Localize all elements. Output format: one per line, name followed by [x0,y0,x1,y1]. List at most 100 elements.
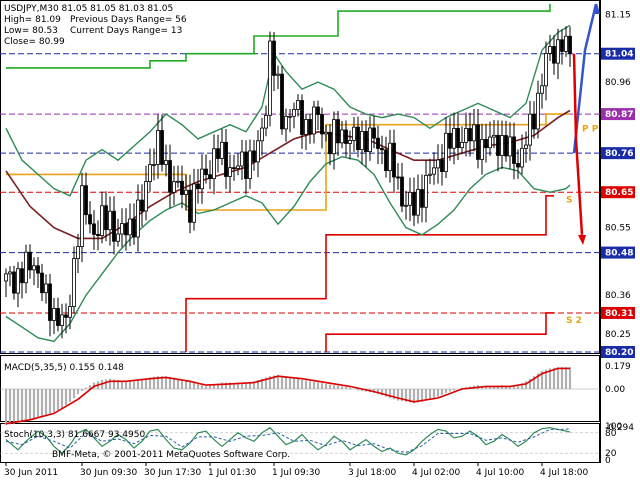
candle-body [516,163,520,168]
time-axis-label: 4 Jul 02:00 [412,468,461,478]
time-axis-label: 1 Jul 09:30 [272,468,321,478]
stochastic-layer [0,426,600,456]
candle-body [88,214,92,225]
candle-body [308,119,312,135]
candle-body [228,167,232,177]
candle-body [452,128,456,149]
time-axis-label: 30 Jun 09:30 [80,468,137,478]
candle-body [428,173,432,176]
candle-body [544,53,548,87]
main-chart-panel[interactable] [0,0,600,354]
candle-body [164,160,168,165]
candle-body [560,39,564,52]
candle-body [160,130,164,165]
candle-body [408,191,412,206]
candle-body [504,135,508,157]
info-close: Close= 80.99 [4,37,65,47]
candle-body [84,185,88,216]
price-tag-label: 80.65 [605,188,633,198]
forecast-down-arrowhead [578,235,586,245]
candle-body [472,124,476,142]
candle-body [532,113,536,130]
candle-body [416,189,420,216]
candle-body [76,246,80,259]
candle-body [212,148,216,179]
copyright-text: BMF-Meta, © 2001-2011 MetaQuotes Softwar… [52,450,290,460]
candle-body [520,147,524,168]
candle-body [432,167,436,175]
candle-body [64,314,68,318]
candle-body [176,180,180,183]
price-tag-label: 81.04 [605,50,633,60]
candle-body [352,126,356,141]
stochastic-panel[interactable] [0,423,600,463]
candle-body [492,134,496,138]
candle-body [180,180,184,195]
candle-body [44,283,48,294]
price-tag-label: 80.48 [605,249,633,259]
candle-body [20,268,24,284]
candle-body [376,137,380,149]
candle-body [344,129,348,144]
stoch-axis-label: 100 [605,422,622,432]
candle-body [496,134,500,156]
time-axis-label: 1 Jul 01:30 [208,468,257,478]
candle-body [60,314,64,326]
candle-body [260,127,264,142]
time-axis-label: 4 Jul 18:00 [540,468,589,478]
candle-body [400,176,404,207]
candle-body [384,149,388,172]
candle-body [284,115,288,130]
price-axis-label: 80.55 [605,224,631,234]
candle-body [68,306,72,318]
candle-body [476,124,480,160]
candle-body [172,181,176,193]
level-label-1: S 2 [566,316,582,326]
candle-body [232,167,236,170]
candle-body [336,119,340,144]
candle-body [252,150,256,163]
candle-body [324,131,328,135]
candle-body [48,283,52,321]
candle-body [192,183,196,223]
time-axis-label: 30 Jun 2011 [4,468,58,478]
candle-body [156,130,160,165]
time-axis-label: 30 Jun 17:30 [144,468,201,478]
support-2-step-line [325,312,554,352]
price-tag-bg [601,186,635,199]
candle-body [148,164,152,183]
macd-axis-label: -0.294 [605,423,634,433]
candle-body [188,189,192,223]
price-tag-label: 80.76 [605,149,633,159]
candle-body [356,126,360,151]
candle-body [320,114,324,135]
forecast-up-arrowhead [593,3,600,14]
candle-body [556,39,560,64]
candle-body [440,159,444,172]
candle-body [328,131,332,155]
candle-body [248,150,252,179]
candle-body [296,100,300,110]
price-axis-label: 80.96 [605,78,631,88]
candle-body [72,258,76,307]
candle-body [136,199,140,238]
candle-body [288,115,292,118]
candle-body [508,136,512,157]
candle-body [264,114,268,129]
candle-body [368,127,372,152]
time-axis-label: 4 Jul 10:00 [476,468,525,478]
candle-body [456,128,460,149]
candle-body [112,210,116,242]
candle-body [132,218,136,238]
macd-panel[interactable] [0,355,600,422]
candle-body [16,268,20,294]
candle-body [460,142,464,149]
forecast-down-arrow [572,53,584,235]
info-current-range: Current Days Range= 13 [70,26,182,36]
candle-body [552,46,556,64]
candle-body [52,308,56,321]
price-tag-label: 80.87 [605,110,633,120]
macd-label: MACD(5,35,5) 0.155 0.148 [4,363,124,373]
